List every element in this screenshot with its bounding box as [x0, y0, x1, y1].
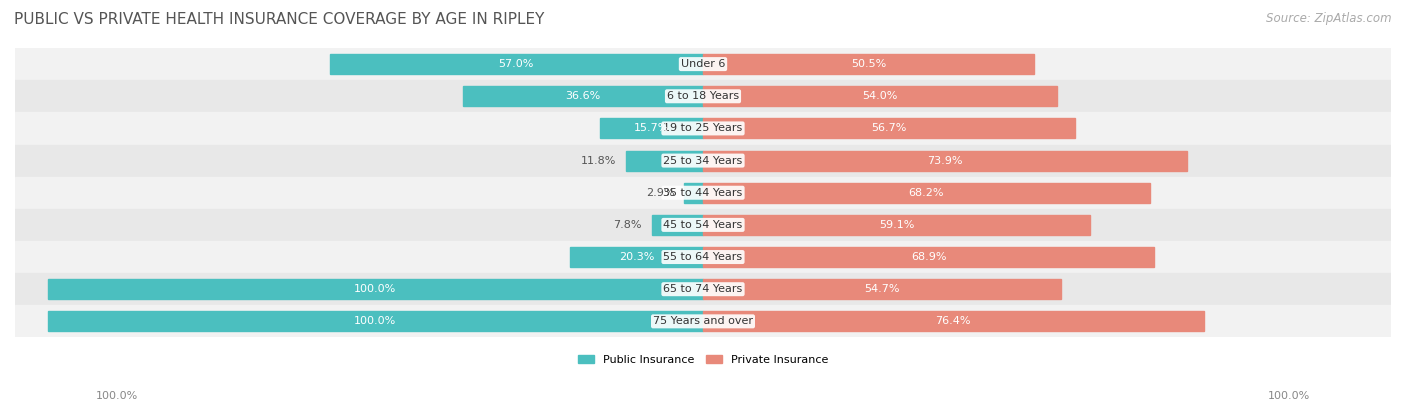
Bar: [15, 112, 1391, 145]
Text: 73.9%: 73.9%: [928, 156, 963, 166]
Bar: [15, 273, 1391, 305]
Text: 76.4%: 76.4%: [935, 316, 972, 326]
Bar: [463, 86, 703, 106]
Text: 75 Years and over: 75 Years and over: [652, 316, 754, 326]
Text: 50.5%: 50.5%: [851, 59, 886, 69]
Bar: [329, 54, 703, 74]
Bar: [15, 241, 1391, 273]
Bar: [703, 183, 1150, 203]
Text: 59.1%: 59.1%: [879, 220, 914, 230]
Text: 65 to 74 Years: 65 to 74 Years: [664, 284, 742, 294]
Bar: [15, 80, 1391, 112]
Text: 45 to 54 Years: 45 to 54 Years: [664, 220, 742, 230]
Bar: [15, 209, 1391, 241]
Bar: [703, 151, 1187, 171]
Text: 25 to 34 Years: 25 to 34 Years: [664, 156, 742, 166]
Text: 35 to 44 Years: 35 to 44 Years: [664, 188, 742, 198]
Text: 11.8%: 11.8%: [581, 156, 616, 166]
Text: 100.0%: 100.0%: [96, 391, 138, 401]
Text: Source: ZipAtlas.com: Source: ZipAtlas.com: [1267, 12, 1392, 25]
Text: 68.2%: 68.2%: [908, 188, 945, 198]
Text: 2.9%: 2.9%: [645, 188, 673, 198]
Bar: [569, 247, 703, 267]
Bar: [703, 311, 1204, 331]
Bar: [703, 247, 1154, 267]
Bar: [683, 183, 703, 203]
Legend: Public Insurance, Private Insurance: Public Insurance, Private Insurance: [574, 351, 832, 370]
Text: 7.8%: 7.8%: [613, 220, 643, 230]
Bar: [15, 305, 1391, 337]
Text: 19 to 25 Years: 19 to 25 Years: [664, 123, 742, 133]
Text: 68.9%: 68.9%: [911, 252, 946, 262]
Text: 57.0%: 57.0%: [499, 59, 534, 69]
Bar: [703, 86, 1057, 106]
Text: 56.7%: 56.7%: [872, 123, 907, 133]
Text: PUBLIC VS PRIVATE HEALTH INSURANCE COVERAGE BY AGE IN RIPLEY: PUBLIC VS PRIVATE HEALTH INSURANCE COVER…: [14, 12, 544, 27]
Bar: [703, 119, 1074, 138]
Text: 20.3%: 20.3%: [619, 252, 654, 262]
Text: 100.0%: 100.0%: [354, 316, 396, 326]
Text: 100.0%: 100.0%: [1268, 391, 1310, 401]
Text: 100.0%: 100.0%: [354, 284, 396, 294]
Text: 54.7%: 54.7%: [865, 284, 900, 294]
Bar: [15, 145, 1391, 177]
Bar: [703, 215, 1090, 235]
Text: Under 6: Under 6: [681, 59, 725, 69]
Text: 15.7%: 15.7%: [634, 123, 669, 133]
Text: 55 to 64 Years: 55 to 64 Years: [664, 252, 742, 262]
Text: 6 to 18 Years: 6 to 18 Years: [666, 91, 740, 101]
Text: 54.0%: 54.0%: [862, 91, 897, 101]
Bar: [600, 119, 703, 138]
Bar: [652, 215, 703, 235]
Bar: [48, 311, 703, 331]
Bar: [626, 151, 703, 171]
Bar: [48, 279, 703, 299]
Bar: [703, 54, 1033, 74]
Bar: [15, 177, 1391, 209]
Bar: [703, 279, 1062, 299]
Bar: [15, 48, 1391, 80]
Text: 36.6%: 36.6%: [565, 91, 600, 101]
